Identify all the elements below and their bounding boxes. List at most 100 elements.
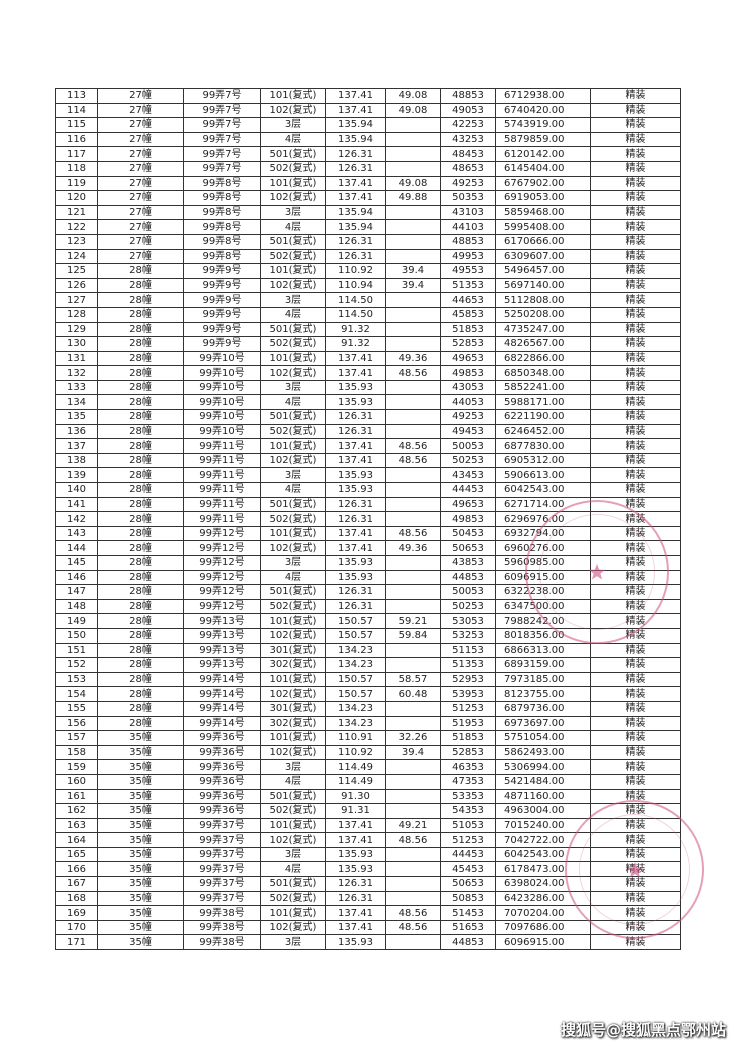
total-price-cell: 6178473.00 xyxy=(495,861,591,878)
total-price-cell: 6221190.00 xyxy=(495,409,591,425)
row-number-cell: 131 xyxy=(55,350,98,367)
row-number-cell: 129 xyxy=(55,321,98,338)
table-row: 148 28幢 99弄12号 502(复式) 126.31 50253 6347500.00… xyxy=(55,598,681,615)
address-cell: 99弄14号 xyxy=(183,686,261,702)
unit-price-cell: 44453 xyxy=(440,482,496,498)
table-row: 120 27幢 99弄8号 102(复式) 137.41 49.88 50353 691905… xyxy=(55,190,681,206)
row-number-cell: 145 xyxy=(55,555,98,571)
address-cell: 99弄8号 xyxy=(183,219,261,235)
row-number-cell: 122 xyxy=(55,219,98,235)
row-number-cell: 114 xyxy=(55,102,98,119)
row-number-cell: 158 xyxy=(55,744,98,761)
unit-price-cell: 44853 xyxy=(440,934,496,951)
floor-area-cell: 137.41 xyxy=(325,919,386,936)
decoration-cell: 精装 xyxy=(590,598,681,615)
decoration-cell: 精装 xyxy=(590,861,681,878)
unit-price-cell: 51253 xyxy=(440,700,496,717)
address-cell: 99弄37号 xyxy=(183,832,261,848)
decoration-cell: 精装 xyxy=(590,788,681,805)
unit-price-cell: 50053 xyxy=(440,584,496,600)
unit-cell: 102(复式) xyxy=(260,190,326,206)
building-cell: 28幢 xyxy=(97,321,184,338)
decoration-cell: 精装 xyxy=(590,277,681,294)
unit-price-cell: 43253 xyxy=(440,131,496,148)
table-row: 171 35幢 99弄38号 3层 135.93 44853 6096915.00 精装 xyxy=(55,934,681,951)
unit-price-cell: 49253 xyxy=(440,175,496,192)
table-row: 131 28幢 99弄10号 101(复式) 137.41 49.36 49653 68228… xyxy=(55,350,681,367)
unit-cell: 3层 xyxy=(260,292,326,308)
total-price-cell: 5250208.00 xyxy=(495,306,591,323)
table-row: 138 28幢 99弄11号 102(复式) 137.41 48.56 50253 69053… xyxy=(55,452,681,469)
total-price-cell: 6960276.00 xyxy=(495,540,591,556)
total-price-cell: 6879736.00 xyxy=(495,700,591,717)
row-number-cell: 118 xyxy=(55,160,98,177)
building-cell: 35幢 xyxy=(97,773,184,790)
decoration-cell: 精装 xyxy=(590,730,681,746)
row-number-cell: 164 xyxy=(55,832,98,848)
building-cell: 35幢 xyxy=(97,861,184,878)
garden-area-cell xyxy=(385,555,441,571)
table-row: 119 27幢 99弄8号 101(复式) 137.41 49.08 49253 676790… xyxy=(55,175,681,192)
unit-price-cell: 51353 xyxy=(440,657,496,673)
floor-area-cell: 137.41 xyxy=(325,525,386,542)
garden-area-cell xyxy=(385,306,441,323)
row-number-cell: 163 xyxy=(55,817,98,834)
address-cell: 99弄11号 xyxy=(183,438,261,454)
row-number-cell: 127 xyxy=(55,292,98,308)
total-price-cell: 7042722.00 xyxy=(495,832,591,848)
building-cell: 28幢 xyxy=(97,671,184,688)
building-cell: 28幢 xyxy=(97,584,184,600)
building-cell: 28幢 xyxy=(97,263,184,279)
floor-area-cell: 126.31 xyxy=(325,598,386,615)
decoration-cell: 精装 xyxy=(590,496,681,513)
decoration-cell: 精装 xyxy=(590,146,681,162)
table-row: 142 28幢 99弄11号 502(复式) 126.31 49853 6296976.00… xyxy=(55,511,681,527)
decoration-cell: 精装 xyxy=(590,350,681,367)
decoration-cell: 精装 xyxy=(590,88,681,104)
total-price-cell: 5421484.00 xyxy=(495,773,591,790)
unit-cell: 301(复式) xyxy=(260,700,326,717)
unit-cell: 3层 xyxy=(260,759,326,775)
table-body: 113 27幢 99弄7号 101(复式) 137.41 49.08 48853 671293… xyxy=(55,88,681,951)
decoration-cell: 精装 xyxy=(590,409,681,425)
table-row: 147 28幢 99弄12号 501(复式) 126.31 50053 6322238.00… xyxy=(55,584,681,600)
garden-area-cell xyxy=(385,321,441,338)
building-cell: 28幢 xyxy=(97,365,184,381)
table-row: 115 27幢 99弄7号 3层 135.94 42253 5743919.00 精装 xyxy=(55,117,681,133)
garden-area-cell xyxy=(385,131,441,148)
table-row: 128 28幢 99弄9号 4层 114.50 45853 5250208.00 精装 xyxy=(55,306,681,323)
total-price-cell: 6973697.00 xyxy=(495,715,591,732)
decoration-cell: 精装 xyxy=(590,438,681,454)
total-price-cell: 4735247.00 xyxy=(495,321,591,338)
floor-area-cell: 110.91 xyxy=(325,730,386,746)
unit-cell: 502(复式) xyxy=(260,890,326,907)
garden-area-cell xyxy=(385,117,441,133)
table-row: 126 28幢 99弄9号 102(复式) 110.94 39.4 51353 5697140… xyxy=(55,277,681,294)
table-row: 129 28幢 99弄9号 501(复式) 91.32 51853 4735247.00 精装 xyxy=(55,321,681,338)
unit-price-cell: 53353 xyxy=(440,788,496,805)
unit-cell: 502(复式) xyxy=(260,511,326,527)
garden-area-cell xyxy=(385,467,441,484)
unit-price-cell: 50353 xyxy=(440,190,496,206)
address-cell: 99弄10号 xyxy=(183,365,261,381)
table-row: 160 35幢 99弄36号 4层 114.49 47353 5421484.00 精装 xyxy=(55,773,681,790)
total-price-cell: 6905312.00 xyxy=(495,452,591,469)
unit-cell: 4层 xyxy=(260,861,326,878)
building-cell: 28幢 xyxy=(97,409,184,425)
garden-area-cell xyxy=(385,409,441,425)
table-row: 135 28幢 99弄10号 501(复式) 126.31 49253 6221190.00… xyxy=(55,409,681,425)
table-row: 157 35幢 99弄36号 101(复式) 110.91 32.26 51853 57510… xyxy=(55,730,681,746)
building-cell: 35幢 xyxy=(97,817,184,834)
unit-cell: 501(复式) xyxy=(260,496,326,513)
row-number-cell: 119 xyxy=(55,175,98,192)
total-price-cell: 6740420.00 xyxy=(495,102,591,119)
total-price-cell: 4963004.00 xyxy=(495,803,591,819)
floor-area-cell: 135.93 xyxy=(325,569,386,586)
garden-area-cell xyxy=(385,846,441,863)
garden-area-cell: 48.56 xyxy=(385,832,441,848)
unit-price-cell: 44853 xyxy=(440,569,496,586)
floor-area-cell: 126.31 xyxy=(325,890,386,907)
floor-area-cell: 150.57 xyxy=(325,671,386,688)
row-number-cell: 168 xyxy=(55,890,98,907)
unit-price-cell: 50653 xyxy=(440,540,496,556)
